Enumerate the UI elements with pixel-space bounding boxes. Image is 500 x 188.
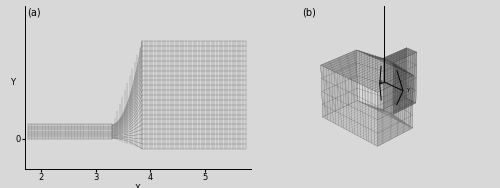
- X-axis label: X: X: [135, 184, 141, 188]
- Y-axis label: Y: Y: [10, 78, 16, 87]
- Text: (a): (a): [28, 7, 41, 17]
- Text: (b): (b): [302, 7, 316, 17]
